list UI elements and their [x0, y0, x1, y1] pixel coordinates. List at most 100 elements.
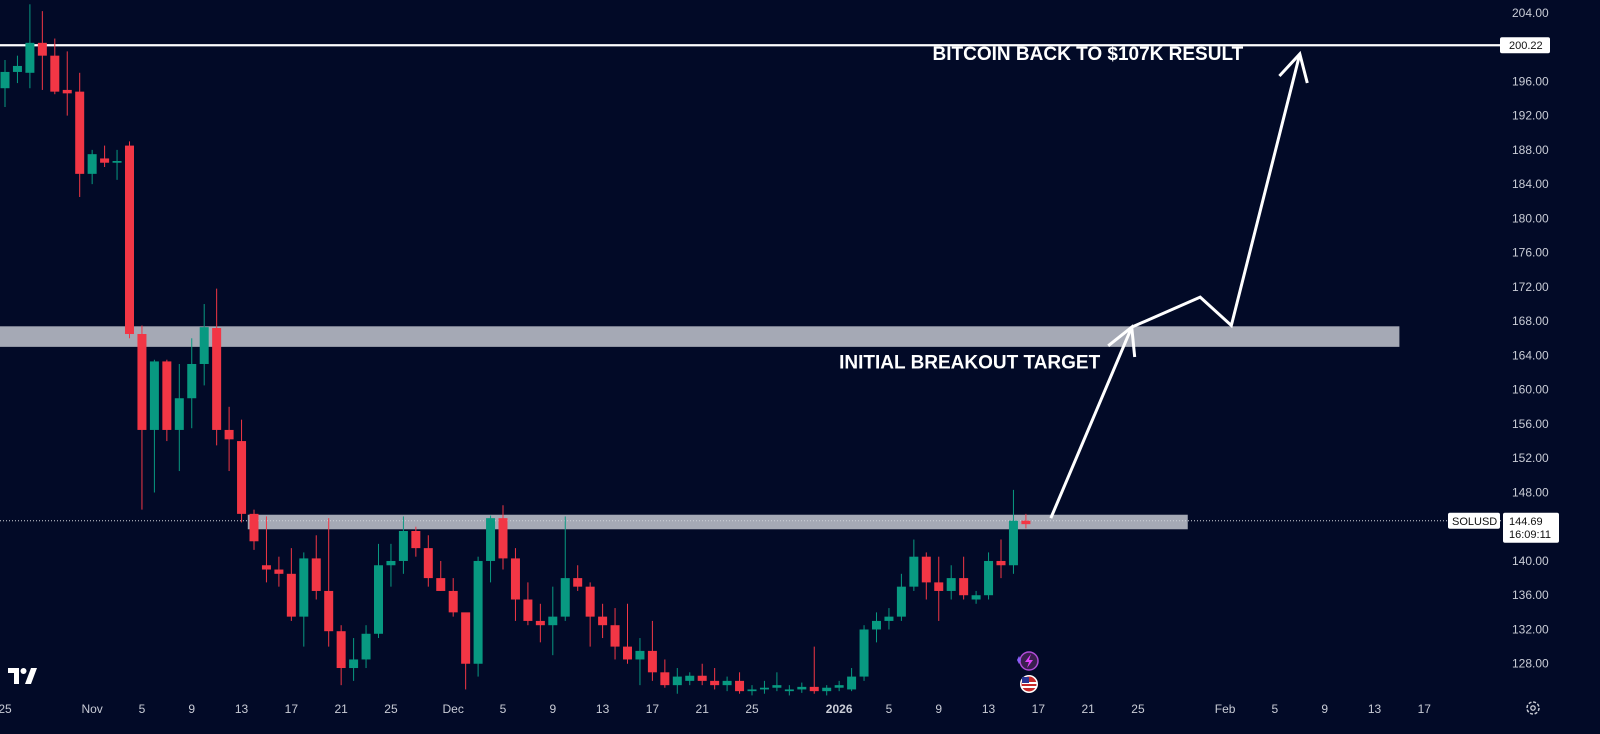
breakout-zone[interactable] — [247, 514, 1188, 530]
candle-body — [535, 620, 545, 626]
upper-resistance-zone[interactable] — [0, 326, 1400, 347]
time-tick-label: 17 — [646, 702, 660, 716]
candle-body — [187, 363, 197, 399]
candle — [486, 515, 496, 583]
candle-body — [635, 650, 645, 660]
time-tick-label: 17 — [1418, 702, 1432, 716]
candle — [685, 672, 695, 686]
candle-body — [112, 161, 122, 163]
candle — [349, 638, 359, 681]
candle-body — [423, 548, 433, 579]
candle — [660, 659, 670, 688]
candle-body — [623, 646, 632, 660]
candle-body — [12, 65, 22, 72]
candle — [735, 672, 745, 694]
candle — [971, 590, 981, 604]
candle — [374, 543, 383, 639]
lightning-event-icon[interactable] — [1017, 651, 1039, 671]
time-tick-label: 5 — [500, 702, 507, 716]
price-tick-label: 172.00 — [1512, 280, 1549, 294]
candle — [324, 518, 334, 647]
candle — [125, 141, 134, 339]
candle-body — [959, 578, 969, 596]
candle — [311, 535, 321, 600]
candle — [398, 516, 408, 574]
candle-body — [697, 675, 707, 681]
hline-price-label: 200.22 — [1509, 40, 1543, 52]
candle-body — [498, 518, 508, 559]
price-tick-label: 128.00 — [1512, 657, 1549, 671]
time-tick-label: 9 — [935, 702, 942, 716]
candle-body — [75, 91, 85, 174]
us-flag-icon[interactable] — [1020, 675, 1038, 693]
candle — [87, 149, 97, 185]
price-tick-label: 188.00 — [1512, 143, 1549, 157]
candle-body — [772, 685, 782, 688]
candle-body — [336, 631, 346, 669]
candle — [510, 548, 520, 621]
last-price-tag: 144.69 16:09:11 — [1503, 512, 1559, 543]
candle-body — [996, 560, 1006, 566]
candle — [759, 680, 769, 694]
price-axis[interactable]: 128.00132.00136.00140.00144.00148.00152.… — [1502, 0, 1600, 734]
time-tick-label: 25 — [384, 702, 398, 716]
candle — [498, 505, 508, 570]
candle-body — [722, 680, 732, 686]
time-tick-label: 17 — [285, 702, 299, 716]
candle — [884, 608, 894, 630]
candle-body — [822, 687, 832, 692]
candle — [560, 516, 570, 621]
candle — [585, 582, 595, 647]
candle — [959, 556, 969, 600]
candle-body — [286, 573, 296, 617]
candle-body — [984, 560, 994, 596]
candle-body — [759, 687, 769, 690]
candle — [162, 359, 172, 442]
candle-body — [884, 616, 894, 621]
candle — [187, 338, 197, 429]
projection-path[interactable] — [1049, 53, 1302, 519]
candle-body — [249, 513, 259, 542]
candle-body — [361, 633, 371, 660]
candle-body — [1021, 520, 1031, 525]
candle — [934, 556, 944, 621]
candle-body — [224, 429, 234, 440]
candle-body — [510, 558, 520, 600]
arrow-head — [1107, 324, 1137, 358]
time-tick-label: 13 — [982, 702, 996, 716]
price-tick-label: 204.00 — [1512, 6, 1549, 20]
candle — [996, 539, 1006, 579]
candle — [672, 668, 682, 694]
candle-body — [660, 672, 670, 686]
candle — [747, 685, 757, 696]
time-tick-label: 21 — [696, 702, 710, 716]
time-tick-label: 9 — [1321, 702, 1328, 716]
candle — [361, 625, 371, 669]
candle — [37, 11, 47, 90]
candle — [249, 509, 259, 550]
settings-gear-icon[interactable] — [1526, 701, 1540, 715]
candle — [523, 582, 533, 626]
candle-body — [486, 518, 496, 561]
candles-layer — [0, 4, 1031, 696]
candle-body — [461, 612, 471, 664]
time-tick-label: 13 — [235, 702, 249, 716]
candle-body — [87, 154, 97, 174]
candle — [946, 565, 956, 600]
candle — [623, 603, 632, 664]
price-tick-label: 196.00 — [1512, 74, 1549, 88]
candle — [237, 419, 247, 523]
price-tick-label: 160.00 — [1512, 383, 1549, 397]
candle — [809, 646, 819, 694]
candle-body — [784, 689, 794, 692]
candle-body — [261, 565, 271, 570]
tradingview-logo-icon[interactable] — [8, 668, 37, 684]
candle — [174, 363, 184, 472]
candle — [386, 543, 396, 587]
time-axis[interactable]: 25 Nov 5 9 13 17 21 25 Dec 5 9 13 17 21 25 2026 5 9 13 17 21… — [0, 698, 1502, 734]
candle — [261, 516, 271, 583]
price-axis-background — [1502, 0, 1600, 734]
price-tick-label: 164.00 — [1512, 348, 1549, 362]
